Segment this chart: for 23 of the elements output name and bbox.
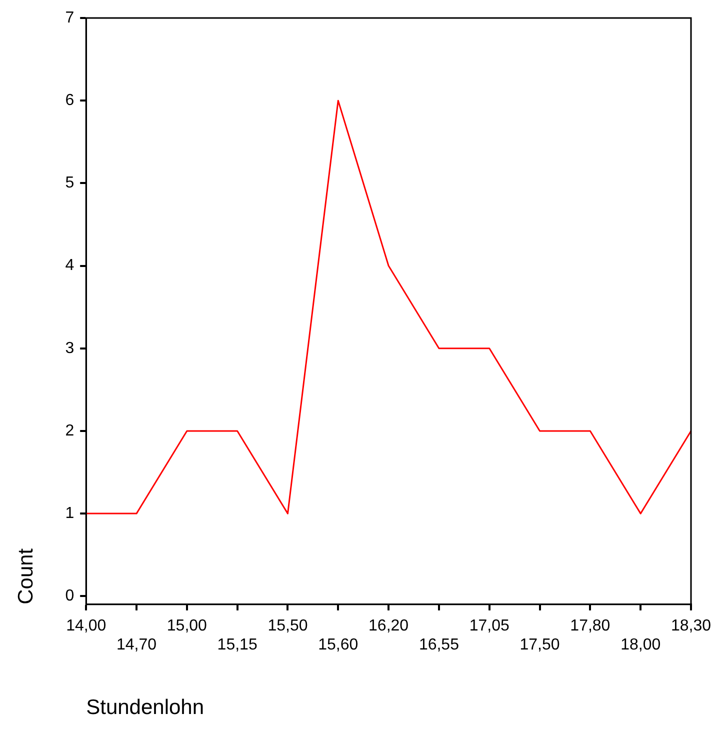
x-tick-label: 17,50 — [520, 636, 560, 654]
x-tick-label: 15,15 — [217, 636, 258, 654]
y-tick-label: 6 — [65, 92, 74, 109]
y-tick-label: 4 — [65, 257, 74, 274]
x-tick-label: 16,55 — [418, 636, 460, 654]
x-tick-label: 16,20 — [368, 617, 409, 634]
x-tick-label: 17,05 — [469, 617, 510, 634]
x-tick-label: 15,60 — [318, 636, 358, 654]
y-tick-label: 0 — [65, 588, 74, 605]
y-tick-label: 2 — [65, 422, 74, 440]
y-tick-label: 7 — [65, 9, 74, 26]
y-tick-label: 3 — [65, 340, 74, 357]
x-tick-label: 15,50 — [268, 617, 308, 634]
x-tick-label: 14,00 — [66, 617, 106, 634]
x-tick-label: 14,70 — [116, 636, 157, 654]
y-axis-title: Count — [14, 548, 38, 604]
x-tick-label: 15,00 — [166, 617, 208, 634]
x-tick-label: 17,80 — [570, 617, 610, 634]
x-tick-label: 18,00 — [620, 636, 661, 654]
y-tick-label: 1 — [65, 504, 74, 522]
y-tick-label: 5 — [65, 174, 74, 192]
x-axis-title: Stundenlohn — [86, 696, 204, 720]
x-tick-label: 18,30 — [670, 617, 712, 634]
